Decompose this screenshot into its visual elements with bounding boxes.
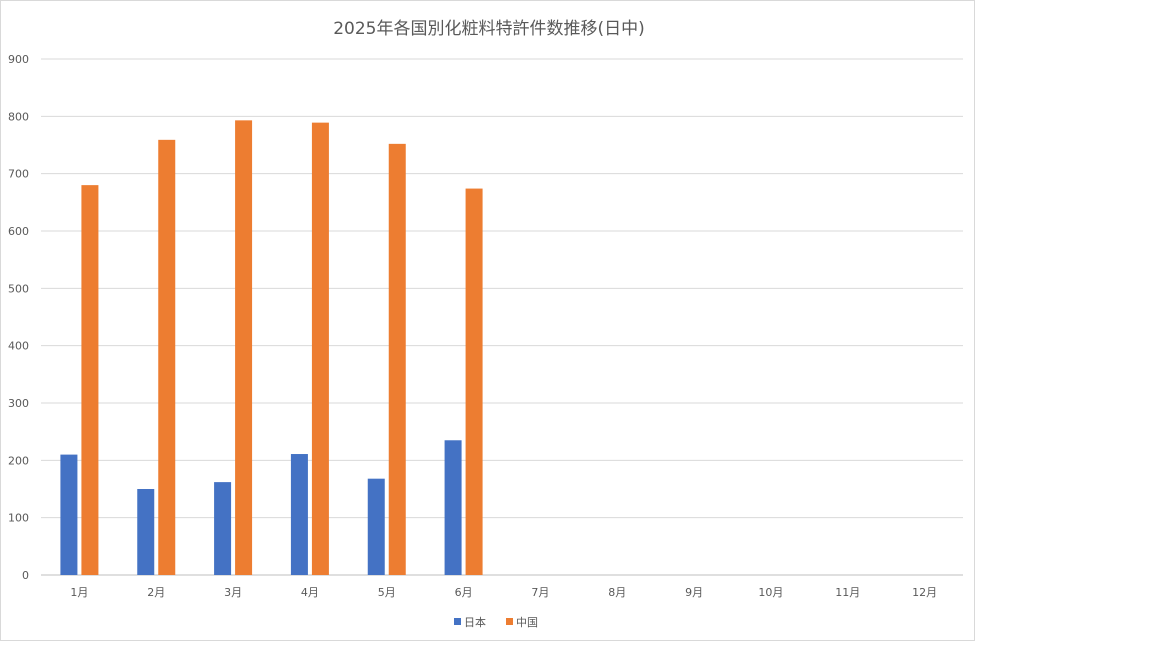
y-axis-ticks: 0 100 200 300 400 500 600 700 800 900 — [8, 53, 29, 582]
bar-japan — [367, 478, 385, 575]
chart-title: 2025年各国別化粧料特許件数推移(日中) — [333, 19, 645, 39]
x-tick-label: 6月 — [455, 586, 473, 599]
x-tick-label: 7月 — [531, 586, 549, 599]
y-tick-label: 400 — [8, 340, 29, 353]
y-tick-label: 800 — [8, 110, 29, 123]
x-tick-label: 4月 — [301, 586, 319, 599]
x-tick-label: 2月 — [147, 586, 165, 599]
bars — [60, 120, 483, 575]
x-tick-label: 11月 — [835, 586, 860, 599]
y-tick-label: 100 — [8, 512, 29, 525]
bar-japan — [214, 482, 232, 575]
y-tick-label: 600 — [8, 225, 29, 238]
bar-china — [311, 122, 329, 575]
legend-swatch — [454, 618, 461, 625]
y-tick-label: 900 — [8, 53, 29, 66]
x-tick-label: 5月 — [378, 586, 396, 599]
x-tick-label: 3月 — [224, 586, 242, 599]
bar-japan — [137, 489, 155, 575]
legend-label: 日本 — [464, 615, 486, 629]
gridlines — [41, 58, 963, 576]
bar-chart: 2025年各国別化粧料特許件数推移(日中) 0 100 200 300 400 500 60… — [8, 19, 963, 629]
x-tick-label: 10月 — [758, 586, 783, 599]
y-tick-label: 0 — [22, 569, 29, 582]
bar-japan — [444, 440, 462, 575]
bar-japan — [290, 454, 308, 575]
bar-china — [388, 143, 406, 575]
y-tick-label: 500 — [8, 282, 29, 295]
y-tick-label: 700 — [8, 168, 29, 181]
y-tick-label: 200 — [8, 454, 29, 467]
y-tick-label: 300 — [8, 397, 29, 410]
chart-frame: 2025年各国別化粧料特許件数推移(日中) 0 100 200 300 400 500 60… — [0, 0, 975, 641]
legend-swatch — [506, 618, 513, 625]
x-axis-ticks: 1月 2月 3月 4月 5月 6月 7月 8月 9月 10月 11月 12月 — [70, 586, 937, 599]
bar-china — [81, 185, 99, 575]
x-tick-label: 9月 — [685, 586, 703, 599]
legend: 日本 中国 — [454, 615, 538, 629]
x-tick-label: 12月 — [912, 586, 937, 599]
bar-china — [158, 139, 176, 575]
x-tick-label: 1月 — [70, 586, 88, 599]
bar-china — [465, 188, 483, 575]
bar-japan — [60, 454, 78, 575]
x-tick-label: 8月 — [608, 586, 626, 599]
bar-china — [235, 120, 253, 575]
legend-label: 中国 — [516, 616, 538, 629]
